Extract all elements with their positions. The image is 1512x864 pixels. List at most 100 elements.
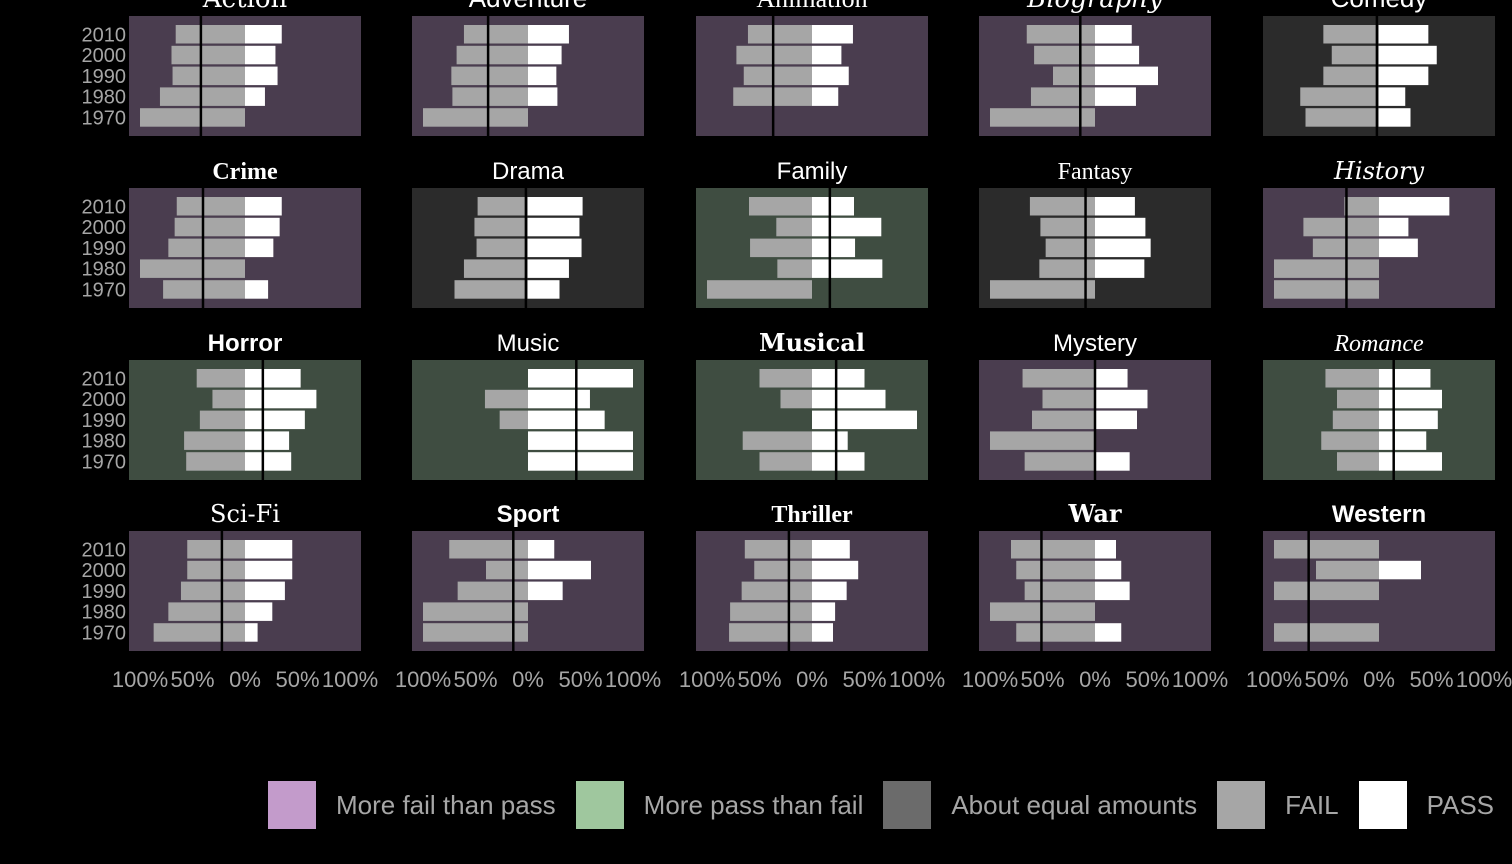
x-tick-label: 50% (558, 667, 602, 692)
fail-bar (1300, 87, 1379, 106)
panel-title: Sport (497, 501, 560, 528)
fail-bar (1337, 389, 1379, 409)
legend-item-pass: PASS (1358, 781, 1494, 829)
fail-bar (1332, 410, 1379, 430)
fail-bar (1331, 45, 1379, 65)
pass-bar (812, 431, 848, 450)
pass-bar (1379, 45, 1437, 65)
fail-bar (743, 66, 812, 86)
x-tick-label: 100% (395, 667, 451, 692)
y-tick-label: 1990 (82, 238, 127, 260)
y-tick-label: 2000 (82, 45, 127, 67)
pass-bar (528, 431, 633, 450)
pass-bar (528, 259, 569, 278)
fail-bar (1040, 217, 1095, 237)
pass-bar (528, 45, 562, 65)
pass-bar (1095, 259, 1145, 278)
pass-bar (1095, 389, 1148, 409)
y-tick-label: 1970 (82, 451, 127, 473)
fail-bar (730, 602, 812, 621)
legend-label-pass: PASS (1426, 789, 1494, 820)
fail-bar (990, 280, 1095, 299)
fail-bar (1344, 197, 1379, 216)
panel-history: History (1263, 157, 1495, 308)
fail-bar (449, 540, 528, 559)
pass-bar (812, 410, 917, 430)
pass-bar (528, 87, 558, 106)
pass-bar (245, 197, 282, 216)
fail-bar (423, 602, 528, 621)
fail-bar (747, 25, 812, 44)
pass-bar (245, 410, 305, 430)
panel-title: Romance (1333, 331, 1424, 357)
y-tick-label: 1970 (82, 279, 127, 301)
pass-bar (1095, 560, 1122, 580)
pass-bar (1379, 369, 1431, 388)
pass-bar (528, 217, 580, 237)
fail-bar (1274, 623, 1379, 642)
legend-swatch-pass (1358, 781, 1407, 829)
y-tick-label: 1980 (82, 431, 127, 453)
pass-bar (812, 66, 849, 86)
fail-bar (423, 623, 528, 642)
panel-family: Family (696, 158, 928, 308)
fail-bar (754, 560, 812, 580)
legend-item-more-fail: More fail than pass (268, 781, 556, 829)
fail-bar (196, 369, 245, 388)
fail-bar (1274, 581, 1379, 601)
fail-bar (1305, 108, 1379, 127)
fail-bar (990, 431, 1095, 450)
y-tick-label: 2000 (82, 560, 127, 582)
y-tick-label: 1980 (82, 87, 127, 109)
panel-title: Western (1332, 501, 1426, 528)
fail-bar (1024, 581, 1095, 601)
x-tick-label: 50% (275, 667, 319, 692)
fail-bar (451, 66, 528, 86)
y-tick-label: 2010 (82, 368, 127, 390)
y-tick-label: 1990 (82, 66, 127, 88)
legend: More fail than pass More pass than fail … (268, 781, 1512, 829)
fail-bar (742, 431, 812, 450)
fail-bar (140, 259, 245, 278)
fail-bar (484, 389, 528, 409)
x-tick-label: 0% (796, 667, 828, 692)
pass-bar (245, 560, 293, 580)
pass-bar (1379, 108, 1411, 127)
pass-bar (245, 66, 278, 86)
x-tick-label: 50% (1409, 667, 1453, 692)
fail-bar (1029, 197, 1095, 216)
y-tick-label: 1980 (82, 602, 127, 624)
fail-bar (780, 389, 812, 409)
x-tick-label: 50% (737, 667, 781, 692)
pass-bar (528, 25, 569, 44)
pass-bar (245, 581, 285, 601)
x-tick-label: 100% (889, 667, 945, 692)
fail-bar (1024, 452, 1095, 471)
x-tick-label: 0% (1079, 667, 1111, 692)
fail-bar (990, 108, 1095, 127)
x-tick-label: 100% (605, 667, 661, 692)
fail-bar (776, 217, 812, 237)
panel-romance: Romance (1263, 331, 1495, 480)
fail-bar (1274, 259, 1379, 278)
pass-bar (528, 389, 590, 409)
x-tick-label: 50% (842, 667, 886, 692)
x-tick-label: 100% (322, 667, 378, 692)
fail-bar (486, 560, 528, 580)
panel-title: Horror (208, 330, 283, 357)
fail-bar (168, 238, 245, 258)
fail-bar (1026, 25, 1095, 44)
pass-bar (1095, 540, 1116, 559)
fail-bar (187, 540, 245, 559)
fail-bar (1016, 623, 1095, 642)
panel-title: Comedy (1331, 0, 1428, 13)
pass-bar (1379, 452, 1442, 471)
pass-bar (245, 280, 269, 299)
pass-bar (812, 87, 839, 106)
pass-bar (1379, 560, 1421, 580)
